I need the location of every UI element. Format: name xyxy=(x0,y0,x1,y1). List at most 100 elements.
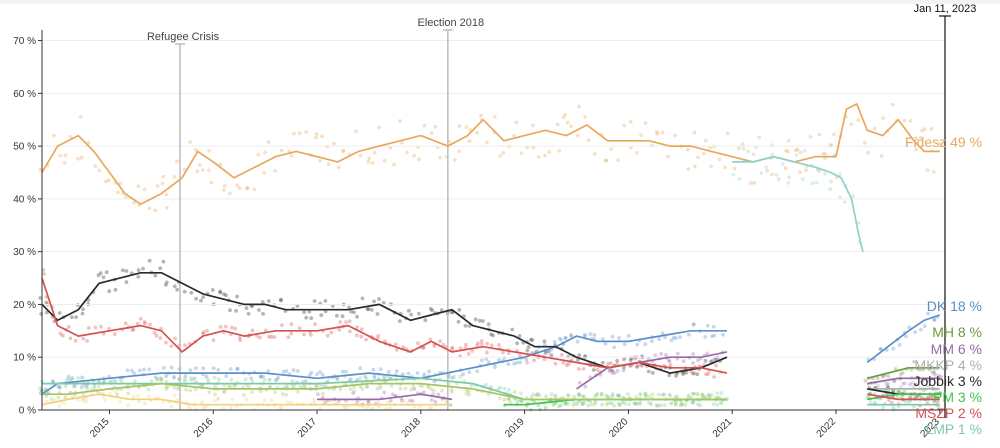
poll-dot-8 xyxy=(66,325,71,329)
poll-dot-8 xyxy=(479,339,484,343)
poll-dot-9 xyxy=(535,391,540,396)
poll-dot-0 xyxy=(142,187,147,192)
poll-dot-9 xyxy=(250,379,255,384)
poll-dot-0 xyxy=(498,154,503,158)
poll-dot-9 xyxy=(365,384,369,389)
poll-dot-4 xyxy=(355,400,360,404)
poll-dot-4 xyxy=(667,358,671,362)
poll-dot-2 xyxy=(932,318,937,323)
poll-dot-0 xyxy=(314,135,319,140)
poll-dot-0 xyxy=(752,181,757,185)
poll-dot-2 xyxy=(204,374,209,379)
poll-dot-0 xyxy=(787,175,791,180)
poll-dot-4 xyxy=(933,373,937,377)
poll-dot-0 xyxy=(931,170,936,174)
poll-dot-8 xyxy=(450,347,454,352)
poll-dot-0 xyxy=(51,133,56,138)
poll-dot-10 xyxy=(531,392,536,397)
poll-dot-7 xyxy=(543,405,548,410)
poll-dot-7 xyxy=(617,393,622,398)
poll-dot-6 xyxy=(477,318,482,323)
poll-dot-0 xyxy=(279,148,284,153)
poll-dot-8 xyxy=(935,399,940,404)
poll-dot-2 xyxy=(193,366,198,371)
poll-dot-2 xyxy=(583,333,587,337)
top-border xyxy=(0,0,1000,4)
poll-dot-10 xyxy=(580,394,585,398)
poll-dot-4 xyxy=(433,400,438,404)
poll-dot-2 xyxy=(674,336,678,340)
poll-dot-0 xyxy=(457,124,462,129)
poll-dot-8 xyxy=(233,326,238,331)
poll-dot-2 xyxy=(569,333,573,337)
poll-dot-2 xyxy=(266,369,271,373)
poll-dot-7 xyxy=(662,392,667,397)
poll-dot-4 xyxy=(622,356,627,361)
poll-dot-7 xyxy=(593,400,598,404)
poll-dot-2 xyxy=(626,334,631,338)
poll-dot-6 xyxy=(480,319,485,323)
poll-dot-10 xyxy=(691,391,695,396)
x-tick-label: 2018 xyxy=(399,416,423,440)
poll-dot-0 xyxy=(783,166,788,171)
poll-dot-10 xyxy=(49,397,54,402)
poll-dot-6 xyxy=(302,310,306,315)
poll-dot-6 xyxy=(601,360,605,365)
poll-dot-8 xyxy=(628,364,632,368)
poll-dot-9 xyxy=(577,392,581,396)
poll-dot-11 xyxy=(114,390,118,394)
trend-line-series-1 xyxy=(732,155,864,252)
trend-line-mszp xyxy=(41,277,940,401)
poll-dot-6 xyxy=(667,373,672,378)
poll-dot-2 xyxy=(274,378,279,382)
poll-dot-1 xyxy=(838,172,842,177)
poll-dot-8 xyxy=(279,323,284,328)
poll-dot-4 xyxy=(901,381,906,386)
poll-dot-10 xyxy=(259,389,263,394)
date-marker-label: Jan 11, 2023 xyxy=(914,3,977,15)
poll-dot-6 xyxy=(576,358,580,362)
trend-line-fidesz xyxy=(41,103,940,206)
poll-dot-11 xyxy=(370,406,375,411)
poll-dot-11 xyxy=(325,399,330,404)
poll-dot-0 xyxy=(382,159,387,163)
poll-dot-0 xyxy=(245,186,250,191)
poll-dot-8 xyxy=(152,330,157,335)
poll-dot-2 xyxy=(125,368,130,373)
poll-dot-11 xyxy=(312,397,316,402)
poll-dot-8 xyxy=(704,372,708,377)
poll-dot-1 xyxy=(780,161,785,166)
poll-dot-10 xyxy=(398,386,403,391)
poll-dot-0 xyxy=(569,124,573,129)
poll-dot-10 xyxy=(158,375,163,380)
poll-dot-3 xyxy=(875,376,880,381)
poll-dot-0 xyxy=(649,143,654,148)
poll-dot-10 xyxy=(409,387,414,392)
poll-dot-1 xyxy=(814,180,819,185)
poll-dot-9 xyxy=(321,384,326,388)
poll-dot-10 xyxy=(571,403,576,408)
poll-dot-6 xyxy=(340,314,345,319)
party-name: MH xyxy=(932,324,954,340)
poll-dot-9 xyxy=(719,391,724,396)
poll-dot-2 xyxy=(622,342,627,347)
poll-dot-10 xyxy=(606,401,611,405)
poll-dot-6 xyxy=(352,310,356,315)
poll-dot-11 xyxy=(269,398,274,403)
poll-dot-10 xyxy=(658,403,663,408)
poll-dot-2 xyxy=(344,369,349,374)
poll-dot-0 xyxy=(320,134,324,139)
poll-dot-4 xyxy=(892,379,897,383)
poll-dot-8 xyxy=(484,350,489,355)
poll-dot-0 xyxy=(194,148,198,152)
party-label-pm: PM 3 % xyxy=(933,389,982,405)
poll-dot-8 xyxy=(87,326,91,330)
poll-dot-2 xyxy=(712,333,717,338)
poll-dot-0 xyxy=(938,141,942,146)
poll-dot-0 xyxy=(78,115,83,119)
poll-dot-2 xyxy=(932,317,937,322)
poll-dot-0 xyxy=(561,115,566,120)
poll-dot-8 xyxy=(506,351,511,356)
poll-dot-10 xyxy=(604,402,609,407)
poll-dot-2 xyxy=(600,337,605,341)
